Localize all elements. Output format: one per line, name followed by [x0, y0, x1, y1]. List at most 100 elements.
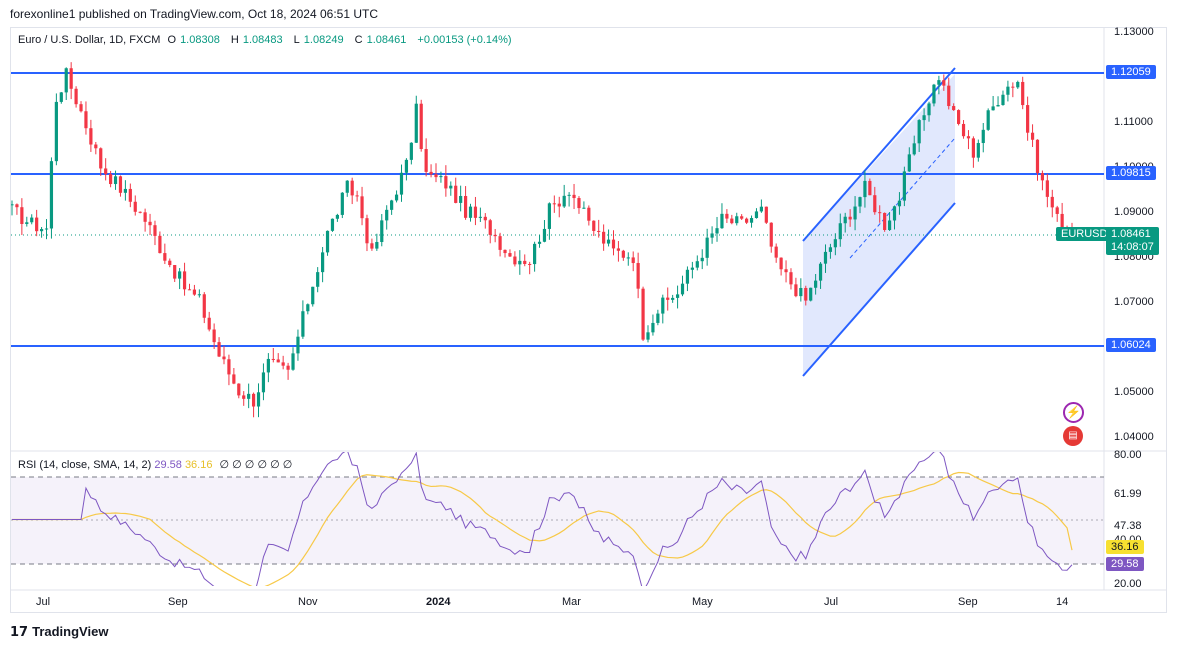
- candle-body: [912, 143, 916, 155]
- candle-body: [454, 185, 458, 203]
- candle-body: [247, 393, 251, 399]
- candle-body: [966, 136, 971, 139]
- candle-body: [957, 110, 961, 124]
- candle-body: [39, 229, 44, 232]
- candle-body: [508, 253, 512, 257]
- rsi-tick-20: 20.00: [1114, 578, 1142, 590]
- candle-body: [799, 287, 803, 297]
- candle-body: [597, 230, 601, 232]
- candle-body: [182, 271, 187, 290]
- candle-body: [611, 239, 616, 249]
- candle-body: [991, 106, 995, 111]
- rsi-legend[interactable]: RSI (14, close, SMA, 14, 2) 29.58 36.16 …: [18, 458, 292, 471]
- candle-body: [587, 207, 591, 221]
- candle-body: [1030, 132, 1035, 140]
- candle-body: [11, 204, 14, 206]
- candle-body: [168, 260, 172, 266]
- candle-body: [853, 206, 857, 220]
- candle-body: [759, 206, 763, 212]
- candle-body: [291, 353, 295, 370]
- candle-body: [69, 68, 73, 89]
- price-tick-8: 1.04000: [1114, 431, 1154, 443]
- channel-mid-line: [849, 137, 956, 259]
- candle-body: [173, 265, 177, 279]
- candle-body: [675, 294, 680, 298]
- tradingview-logo[interactable]: 17 TradingView: [10, 624, 108, 640]
- candle-body: [355, 195, 359, 197]
- candle-body: [301, 311, 305, 337]
- candle-body: [84, 111, 88, 129]
- candle-body: [843, 216, 847, 224]
- candle-body: [774, 246, 778, 258]
- candle-body: [365, 218, 369, 244]
- candle-body: [488, 220, 492, 235]
- level-badge-bottom: 1.06024: [1106, 338, 1156, 352]
- candle-body: [764, 206, 768, 223]
- candle-body: [399, 172, 404, 195]
- candle-body: [710, 233, 714, 238]
- rsi-value: 29.58: [154, 459, 182, 471]
- candle-body: [316, 272, 320, 287]
- candle-body: [769, 222, 773, 247]
- candle-body: [942, 80, 946, 86]
- candle-body: [35, 217, 39, 232]
- candle-body: [562, 195, 566, 207]
- level-badge-top: 1.12059: [1106, 65, 1156, 79]
- candle-body: [286, 365, 290, 370]
- candle-body: [897, 200, 902, 207]
- candle-body: [59, 92, 63, 102]
- candle-body: [547, 203, 551, 229]
- candle-body: [143, 212, 147, 222]
- candle-body: [256, 392, 261, 407]
- candle-body: [794, 284, 798, 297]
- candle-body: [542, 228, 547, 242]
- candle-body: [197, 294, 201, 296]
- time-tick-mar: Mar: [562, 596, 581, 608]
- candle-body: [74, 88, 78, 105]
- candle-body: [705, 237, 709, 258]
- candle-body: [838, 223, 842, 240]
- candle-body: [266, 358, 270, 373]
- candle-body: [818, 263, 823, 281]
- rsi-value-badge: 29.58: [1106, 557, 1144, 571]
- lightning-icon[interactable]: ⚡: [1063, 402, 1084, 423]
- candle-body: [118, 176, 123, 193]
- time-tick-sep2: Sep: [958, 596, 978, 608]
- rsi-tick-62: 61.99: [1114, 488, 1142, 500]
- candle-body: [518, 260, 522, 265]
- chart-frame: [10, 27, 1167, 613]
- candle-body: [947, 85, 951, 107]
- candle-body: [340, 192, 344, 215]
- candle-body: [311, 286, 315, 305]
- candle-body: [646, 332, 650, 340]
- candle-body: [528, 263, 532, 265]
- candle-body: [232, 374, 236, 384]
- level-badge-mid: 1.09815: [1106, 166, 1156, 180]
- candle-body: [1045, 180, 1049, 197]
- candle-body: [868, 180, 872, 196]
- candle-body: [533, 243, 537, 265]
- time-tick-2024: 2024: [426, 596, 451, 608]
- candle-body: [656, 313, 660, 323]
- candle-body: [883, 212, 887, 230]
- us-flag-icon[interactable]: ▤: [1063, 426, 1083, 446]
- candle-body: [380, 220, 384, 242]
- candle-body: [804, 287, 808, 301]
- candle-body: [700, 257, 704, 262]
- candle-body: [251, 393, 256, 407]
- time-tick-nov: Nov: [298, 596, 318, 608]
- candle-body: [814, 280, 818, 288]
- candle-body: [345, 180, 349, 193]
- candle-body: [434, 174, 438, 178]
- tradingview-icon: 17: [10, 625, 29, 640]
- candle-body: [350, 180, 354, 196]
- candle-body: [848, 216, 852, 220]
- candle-body: [695, 261, 699, 268]
- candle-body: [937, 80, 941, 85]
- candle-body: [789, 272, 793, 285]
- candle-body: [863, 180, 867, 198]
- rsi-sma-line: [12, 471, 1073, 586]
- publisher-line: forexonline1 published on TradingView.co…: [10, 7, 379, 21]
